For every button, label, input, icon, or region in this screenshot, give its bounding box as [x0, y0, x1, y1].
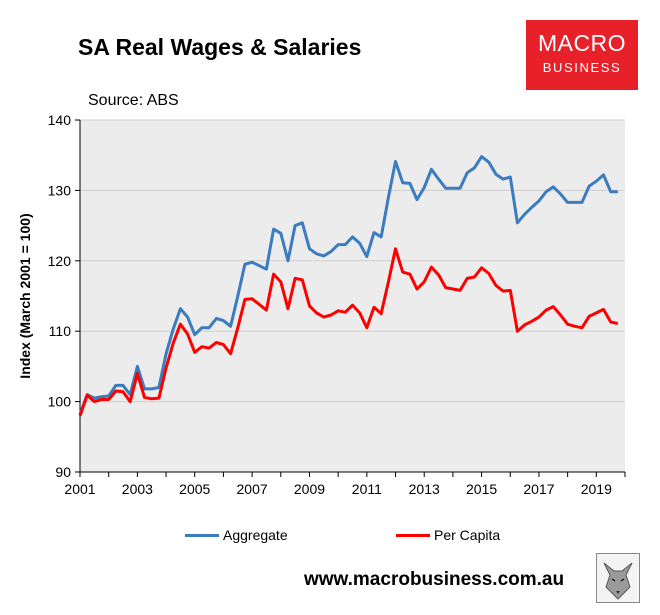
macrobusiness-logo: MACRO BUSINESS: [526, 20, 638, 90]
x-tick-label: 2003: [122, 481, 153, 497]
series-line-aggregate: [78, 155, 618, 415]
plot-area: [80, 120, 625, 472]
legend-swatch-aggregate: [185, 533, 219, 537]
logo-line-1: MACRO: [537, 30, 627, 56]
legend-item-aggregate: Aggregate: [185, 527, 288, 543]
legend-label-aggregate: Aggregate: [223, 527, 288, 543]
y-tick-label: 140: [48, 112, 72, 128]
series-line-per-capita: [78, 247, 619, 417]
wolf-icon: [596, 553, 640, 603]
chart-title: SA Real Wages & Salaries: [78, 34, 362, 60]
x-tick-label: 2005: [179, 481, 210, 497]
x-tick-label: 2011: [352, 481, 382, 497]
x-tick-label: 2015: [466, 481, 497, 497]
legend-swatch-per-capita: [396, 533, 430, 537]
source-label: Source: ABS: [88, 92, 179, 109]
x-tick-label: 2019: [581, 481, 612, 497]
y-tick-label: 90: [55, 464, 71, 480]
legend-item-per-capita: Per Capita: [396, 527, 500, 543]
legend-label-per-capita: Per Capita: [434, 527, 501, 543]
y-tick-label: 100: [48, 394, 72, 410]
y-axis-label: Index (March 2001 = 100): [17, 213, 33, 378]
y-tick-label: 130: [48, 182, 72, 198]
website-url: www.macrobusiness.com.au: [304, 569, 565, 590]
x-tick-label: 2007: [237, 481, 268, 497]
y-tick-label: 110: [49, 323, 72, 339]
x-tick-label: 2017: [523, 481, 554, 497]
x-tick-label: 2001: [64, 481, 95, 497]
logo-line-2: BUSINESS: [542, 60, 622, 75]
x-tick-label: 2013: [409, 481, 440, 497]
x-tick-label: 2009: [294, 481, 325, 497]
y-tick-label: 120: [48, 253, 72, 269]
